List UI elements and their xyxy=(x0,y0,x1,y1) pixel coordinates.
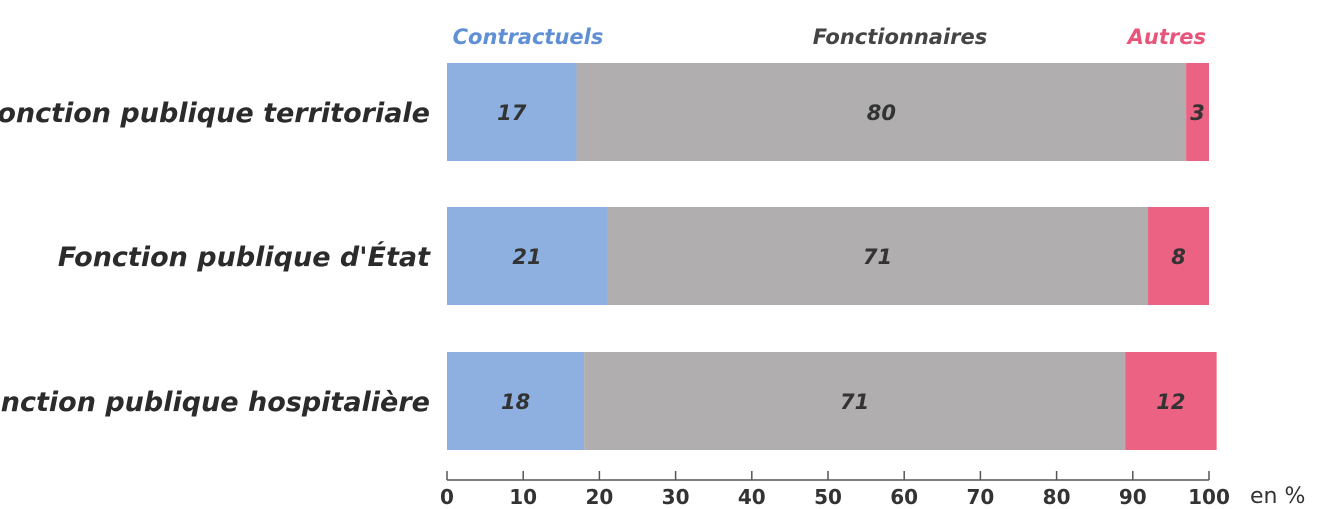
x-tick-label: 80 xyxy=(1043,485,1071,509)
x-tick-label: 30 xyxy=(662,485,690,509)
data-label: 12 xyxy=(1156,390,1185,414)
x-tick-label: 40 xyxy=(738,485,766,509)
x-tick-label: 70 xyxy=(966,485,994,509)
category-labels: Fonction publique territoriale Fonction p… xyxy=(0,98,431,418)
x-tick-label: 10 xyxy=(509,485,537,509)
x-axis: 0 10 20 30 40 50 60 70 80 90 100 en % xyxy=(440,471,1305,509)
bar-segment-fonctionnaires xyxy=(584,352,1126,450)
category-label: Fonction publique territoriale xyxy=(0,98,430,129)
data-label: 71 xyxy=(863,245,892,269)
data-label: 3 xyxy=(1190,101,1205,125)
bars: 17 80 3 21 71 8 18 71 12 xyxy=(447,63,1217,450)
bar-segment-contractuels xyxy=(447,63,577,161)
bar-segment-fonctionnaires xyxy=(576,63,1187,161)
data-label: 8 xyxy=(1171,245,1186,269)
data-label: 80 xyxy=(867,101,896,125)
legend: Contractuels Fonctionnaires Autres xyxy=(453,25,1206,49)
data-label: 71 xyxy=(840,390,869,414)
x-tick-label: 100 xyxy=(1188,485,1230,509)
bar-segment-fonctionnaires xyxy=(607,207,1149,305)
data-label: 21 xyxy=(512,245,541,269)
x-tick-label: 90 xyxy=(1119,485,1147,509)
x-tick-label: 60 xyxy=(890,485,918,509)
category-label: Fonction publique hospitalière xyxy=(0,387,430,418)
x-tick-label: 50 xyxy=(814,485,842,509)
bar-segment-contractuels xyxy=(447,352,585,450)
bar-segment-autres xyxy=(1125,352,1217,450)
bar-segment-autres xyxy=(1148,207,1209,305)
x-tick-label: 20 xyxy=(585,485,613,509)
legend-fonctionnaires: Fonctionnaires xyxy=(813,25,988,49)
legend-autres: Autres xyxy=(1126,25,1206,49)
data-label: 18 xyxy=(501,390,530,414)
legend-contractuels: Contractuels xyxy=(453,25,604,49)
category-label: Fonction publique d'État xyxy=(58,241,431,273)
bar-segment-autres xyxy=(1186,63,1209,161)
unit-label: en % xyxy=(1250,484,1305,509)
data-label: 17 xyxy=(497,101,527,125)
x-tick-label: 0 xyxy=(440,485,454,509)
bar-segment-contractuels xyxy=(447,207,608,305)
